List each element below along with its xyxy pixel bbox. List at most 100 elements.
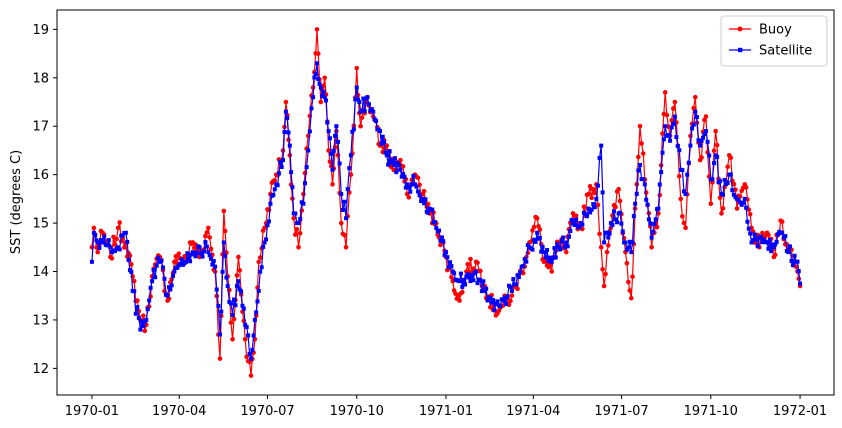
data-point [318, 99, 324, 105]
data-point [286, 130, 291, 135]
data-point [787, 244, 792, 249]
data-point [397, 163, 402, 168]
data-point [287, 143, 292, 148]
data-point [562, 245, 567, 250]
data-point [113, 249, 118, 254]
data-point [340, 207, 345, 212]
data-point [703, 114, 709, 119]
data-point [703, 129, 708, 134]
data-point [683, 225, 688, 231]
data-point [468, 279, 473, 284]
data-point [178, 261, 183, 266]
data-point [333, 133, 338, 138]
data-point [221, 208, 227, 214]
data-point [641, 177, 646, 182]
data-point [289, 170, 294, 175]
data-point [399, 174, 404, 179]
data-point [461, 277, 466, 282]
data-point [760, 240, 765, 245]
data-point [722, 177, 727, 182]
data-point [623, 240, 628, 245]
data-point [602, 240, 607, 245]
data-point [339, 192, 344, 197]
data-point [752, 232, 757, 237]
data-point [338, 220, 344, 226]
data-point [194, 250, 199, 255]
data-point [708, 201, 714, 207]
data-point [255, 299, 260, 304]
data-point [482, 288, 487, 293]
data-point [559, 238, 564, 243]
data-point [539, 249, 544, 254]
data-point [592, 190, 598, 196]
data-point [468, 256, 473, 262]
data-point [521, 264, 526, 269]
x-tick-label: 1971-01 [419, 404, 473, 419]
data-point [309, 106, 314, 111]
data-point [322, 95, 327, 100]
legend: Buoy Satellite [720, 15, 828, 67]
data-point [718, 179, 723, 184]
data-point [387, 149, 392, 154]
series-layer [89, 27, 803, 378]
data-point [105, 243, 110, 248]
data-point [379, 141, 384, 146]
data-point [678, 196, 684, 202]
data-point [133, 311, 138, 316]
data-point [316, 77, 321, 82]
data-point [234, 273, 240, 278]
data-point [331, 148, 336, 153]
data-point [94, 238, 99, 243]
data-point [172, 269, 177, 274]
data-point [629, 250, 634, 255]
data-point [135, 298, 140, 303]
data-point [301, 201, 306, 206]
data-point [264, 237, 269, 242]
data-point [125, 239, 130, 244]
data-point [502, 295, 507, 300]
data-point [383, 150, 388, 155]
data-point [228, 301, 233, 306]
data-point [327, 136, 332, 141]
data-point [657, 182, 662, 187]
data-point [613, 204, 618, 210]
data-point [139, 319, 144, 324]
data-point [401, 172, 406, 177]
data-point [257, 255, 263, 260]
data-point [566, 234, 571, 239]
data-point [725, 180, 730, 185]
data-point [644, 197, 649, 202]
data-point [213, 264, 218, 269]
data-point [534, 215, 540, 221]
data-point [251, 333, 256, 338]
data-point [249, 356, 254, 361]
data-point [696, 138, 701, 143]
data-point [326, 148, 331, 153]
data-point [446, 265, 451, 270]
data-point [731, 192, 736, 197]
data-point [314, 61, 319, 66]
data-point [290, 185, 295, 190]
data-point [633, 201, 638, 206]
data-point [233, 303, 238, 308]
data-point [628, 295, 634, 301]
data-point [296, 221, 301, 226]
data-point [630, 274, 635, 279]
data-point [160, 265, 165, 270]
data-point [758, 234, 763, 239]
data-point [366, 102, 371, 107]
data-point [645, 202, 650, 207]
data-point [342, 232, 347, 238]
data-point [783, 234, 788, 239]
data-point [693, 109, 698, 114]
data-point [423, 197, 428, 202]
data-point [600, 267, 605, 272]
data-point [403, 185, 408, 190]
data-point [702, 132, 707, 137]
data-point [713, 128, 718, 134]
data-point [565, 244, 570, 249]
data-point [398, 167, 403, 172]
data-point [710, 177, 715, 182]
data-point [572, 222, 577, 227]
data-point [206, 250, 211, 255]
